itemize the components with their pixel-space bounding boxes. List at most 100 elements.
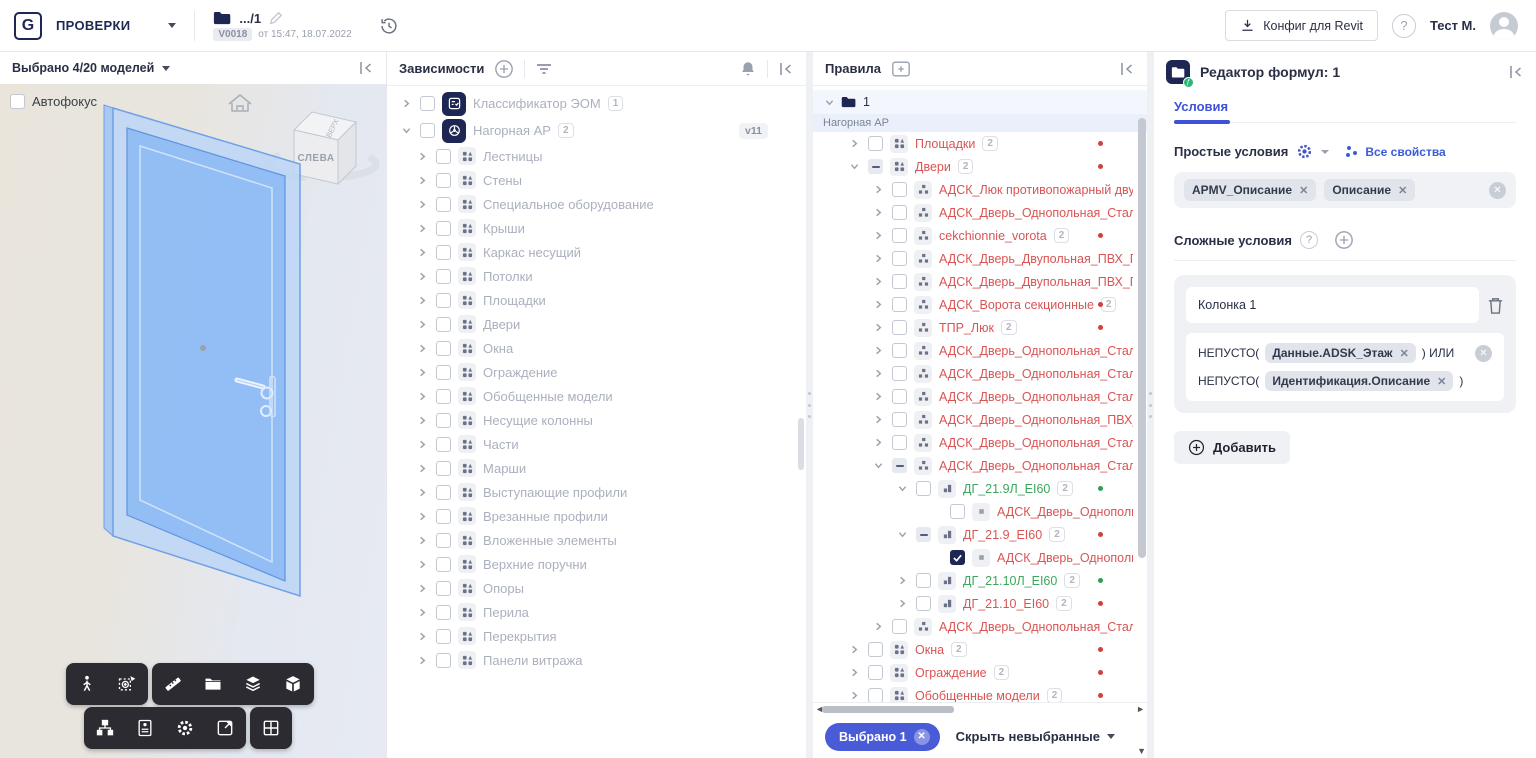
simple-conditions-gear-icon[interactable] [1296,143,1313,160]
rule-row[interactable]: АДСК_Дверь_Однопольная_СтальнаяВ [813,454,1147,477]
checkbox[interactable] [892,251,907,266]
chevron-right-icon[interactable] [871,369,885,378]
checkbox[interactable] [436,628,451,644]
rule-row[interactable]: ДГ_21.10_EI60 2 [813,592,1147,615]
selected-count-pill[interactable]: Выбрано 1 ✕ [825,722,940,751]
chevron-right-icon[interactable] [871,300,885,309]
dependency-category-row[interactable]: Верхние поручни [387,552,806,576]
checkbox[interactable] [436,172,451,188]
checkbox[interactable] [436,292,451,308]
dependency-category-row[interactable]: Окна [387,336,806,360]
cube-button[interactable] [274,665,312,703]
checkbox[interactable] [436,556,451,572]
chevron-right-icon[interactable] [415,464,429,473]
rule-row[interactable]: Обобщенные модели 2 [813,684,1147,702]
checkbox[interactable] [892,366,907,381]
rule-row[interactable]: Площадки 2 [813,132,1147,155]
dependency-category-row[interactable]: Двери [387,312,806,336]
layers-button[interactable] [234,665,272,703]
app-switcher-caret-icon[interactable] [168,23,177,28]
checkbox[interactable] [892,228,907,243]
chevron-right-icon[interactable] [871,254,885,263]
chevron-right-icon[interactable] [415,536,429,545]
chevron-down-icon[interactable] [895,530,909,539]
rules-horizontal-scrollbar[interactable]: ◄ ► [813,702,1147,715]
user-avatar[interactable] [1490,11,1518,40]
add-condition-button[interactable]: Добавить [1174,431,1290,464]
formula-expression-box[interactable]: НЕПУСТО( Данные.ADSK_Этаж ✕ ) ИЛИ ✕ НЕПУ… [1186,333,1504,401]
panel-resize-handle[interactable] [1147,52,1154,758]
hierarchy-button[interactable] [86,709,124,747]
rule-row[interactable]: АДСК_Люк противопожарный двуствор [813,178,1147,201]
clear-chips-icon[interactable]: ✕ [1489,181,1506,199]
revit-config-button[interactable]: Конфиг для Revit [1225,10,1378,41]
rule-row[interactable]: АДСК_Дверь_Однопольная_ПВХ_ГОСТ3 [813,408,1147,431]
checkbox-indeterminate[interactable] [916,527,931,542]
rules-vertical-scrollbar[interactable] [1138,118,1146,558]
checkbox[interactable] [436,532,451,548]
dependency-category-row[interactable]: Стены [387,168,806,192]
checkbox[interactable] [436,604,451,620]
dependency-root-row[interactable]: Классификатор ЭОМ 1 [387,90,806,117]
rule-row[interactable]: ДГ_21.9_EI60 2 [813,523,1147,546]
dependency-category-row[interactable]: Опоры [387,576,806,600]
chevron-right-icon[interactable] [871,346,885,355]
chevron-right-icon[interactable] [415,656,429,665]
chevron-right-icon[interactable] [415,368,429,377]
dependency-category-row[interactable]: Врезанные профили [387,504,806,528]
help-icon[interactable]: ? [1391,13,1416,38]
chevron-right-icon[interactable] [871,231,885,240]
checkbox[interactable] [892,182,907,197]
checkbox[interactable] [436,412,451,428]
properties-card-button[interactable] [126,709,164,747]
chevron-right-icon[interactable] [415,344,429,353]
checkbox[interactable] [892,619,907,634]
rule-row[interactable]: АДСК_Дверь_Однопольная_СтальнаяВ [813,339,1147,362]
chevron-down-icon[interactable] [399,126,413,135]
autofocus-checkbox[interactable] [10,94,25,109]
checkbox[interactable] [436,268,451,284]
version-badge[interactable]: V0018 [213,27,253,41]
checkbox[interactable] [436,652,451,668]
delete-column-trash-icon[interactable] [1487,296,1504,315]
chevron-right-icon[interactable] [399,99,413,108]
checkbox[interactable] [868,136,883,151]
all-properties-link[interactable]: Все свойства [1345,145,1446,159]
dependency-category-row[interactable]: Специальное оборудование [387,192,806,216]
add-dependency-icon[interactable] [494,59,514,79]
checkbox[interactable] [892,297,907,312]
complex-conditions-help-icon[interactable]: ? [1300,231,1318,249]
rule-row[interactable]: ТПР_Люк 2 [813,316,1147,339]
chevron-right-icon[interactable] [871,392,885,401]
chevron-down-icon[interactable] [847,162,861,171]
rules-scroll-down-arrow[interactable]: ▼ [1137,746,1146,756]
formula-collapse-icon[interactable] [1508,65,1524,79]
hide-unselected-dropdown[interactable]: Скрыть невыбранные [956,729,1115,744]
checkbox[interactable] [892,320,907,335]
chevron-right-icon[interactable] [415,608,429,617]
dependency-category-row[interactable]: Потолки [387,264,806,288]
checkbox[interactable] [436,580,451,596]
chevron-right-icon[interactable] [871,323,885,332]
chevron-right-icon[interactable] [895,599,909,608]
formula-property-chip[interactable]: Данные.ADSK_Этаж ✕ [1265,343,1416,363]
simple-conditions-caret-icon[interactable] [1321,149,1330,154]
checkbox-indeterminate[interactable] [892,458,907,473]
history-icon[interactable] [378,15,400,37]
chevron-right-icon[interactable] [871,415,885,424]
chevron-down-icon[interactable] [825,98,834,107]
chevron-right-icon[interactable] [847,668,861,677]
chevron-right-icon[interactable] [415,584,429,593]
chevron-right-icon[interactable] [415,200,429,209]
notifications-bell-icon[interactable] [739,60,757,78]
chevron-right-icon[interactable] [847,691,861,700]
chevron-right-icon[interactable] [871,185,885,194]
checkbox[interactable] [436,220,451,236]
chevron-right-icon[interactable] [895,576,909,585]
checkbox[interactable] [436,148,451,164]
dependencies-collapse-icon[interactable] [778,62,794,76]
chevron-down-icon[interactable] [895,484,909,493]
checkbox[interactable] [892,389,907,404]
rule-row[interactable]: АДСК_Дверь_Однопольная_СтальнаяВ [813,615,1147,638]
chevron-right-icon[interactable] [415,176,429,185]
